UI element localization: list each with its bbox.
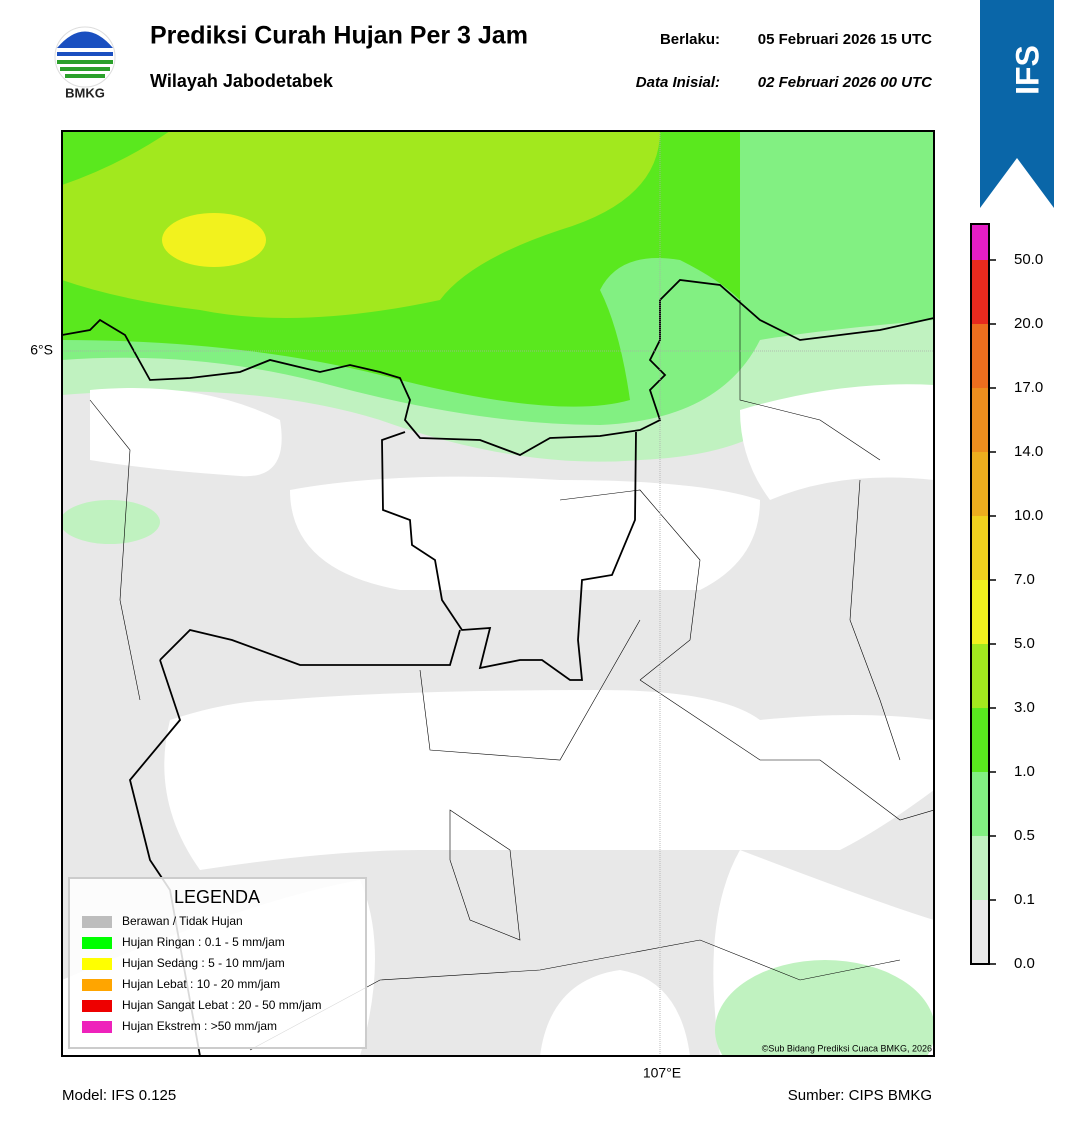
colorbar-tick-label: 0.5 (1014, 827, 1035, 844)
colorbar-band (971, 324, 989, 388)
legend-label: Hujan Sedang : 5 - 10 mm/jam (122, 956, 285, 970)
legend-swatch (82, 1021, 112, 1033)
legend-label: Hujan Sangat Lebat : 20 - 50 mm/jam (122, 998, 321, 1012)
colorbar-tick-label: 3.0 (1014, 699, 1035, 716)
colorbar-tick-label: 0.0 (1014, 955, 1035, 972)
colorbar-band (971, 452, 989, 516)
legend-label: Berawan / Tidak Hujan (122, 914, 243, 928)
colorbar-band (971, 708, 989, 772)
credit: ©Sub Bidang Prediksi Cuaca BMKG, 2026 (762, 1043, 932, 1053)
lat-label: 6°S (30, 342, 53, 358)
legend-label: Hujan Ringan : 0.1 - 5 mm/jam (122, 935, 285, 949)
colorbar-band (971, 580, 989, 644)
legend-swatch (82, 979, 112, 991)
legend-swatch (82, 937, 112, 949)
colorbar-tick-label: 0.1 (1014, 891, 1035, 908)
init-label: Data Inisial: (636, 74, 720, 91)
footer-source: Sumber: CIPS BMKG (788, 1087, 932, 1104)
colorbar-band (971, 388, 989, 452)
colorbar-band (971, 260, 989, 324)
colorbar-tick-label: 20.0 (1014, 315, 1043, 332)
valid-value: 05 Februari 2026 15 UTC (758, 31, 932, 48)
legend-swatch (82, 1000, 112, 1012)
colorbar-tick-label: 5.0 (1014, 635, 1035, 652)
logo-text: BMKG (65, 85, 105, 100)
colorbar-tick-label: 1.0 (1014, 763, 1035, 780)
legend-swatch (82, 958, 112, 970)
colorbar-band (971, 900, 989, 964)
valid-label: Berlaku: (660, 31, 720, 48)
colorbar-tick-label: 10.0 (1014, 507, 1043, 524)
legend-title: LEGENDA (174, 887, 260, 907)
colorbar-band (971, 644, 989, 708)
colorbar: 0.0 0.1 0.5 1.0 3.0 5.0 7.0 10.0 14.0 17.0 20.0 50.… (970, 223, 1043, 972)
colorbar-tick-label: 7.0 (1014, 571, 1035, 588)
badge-text: IFS (1009, 45, 1045, 95)
legend-swatch (82, 916, 112, 928)
badge: IFS (980, 0, 1054, 208)
colorbar-band (971, 836, 989, 900)
map-frame (61, 130, 935, 1057)
colorbar-band (971, 516, 989, 580)
init-value: 02 Februari 2026 00 UTC (758, 74, 933, 91)
colorbar-tick-label: 14.0 (1014, 443, 1043, 460)
colorbar-tick-label: 17.0 (1014, 379, 1043, 396)
legend-label: Hujan Ekstrem : >50 mm/jam (122, 1019, 277, 1033)
colorbar-band (971, 224, 989, 260)
lon-label: 107°E (643, 1065, 681, 1081)
colorbar-frame (970, 223, 990, 965)
colorbar-band (971, 772, 989, 836)
footer-model: Model: IFS 0.125 (62, 1087, 176, 1104)
colorbar-tick-label: 50.0 (1014, 251, 1043, 268)
legend-label: Hujan Lebat : 10 - 20 mm/jam (122, 977, 280, 991)
logo: BMKG (54, 26, 116, 100)
title: Prediksi Curah Hujan Per 3 Jam (150, 22, 528, 50)
subtitle: Wilayah Jabodetabek (150, 71, 334, 91)
legend: LEGENDA Berawan / Tidak Hujan Hujan Ringa… (68, 877, 367, 1049)
